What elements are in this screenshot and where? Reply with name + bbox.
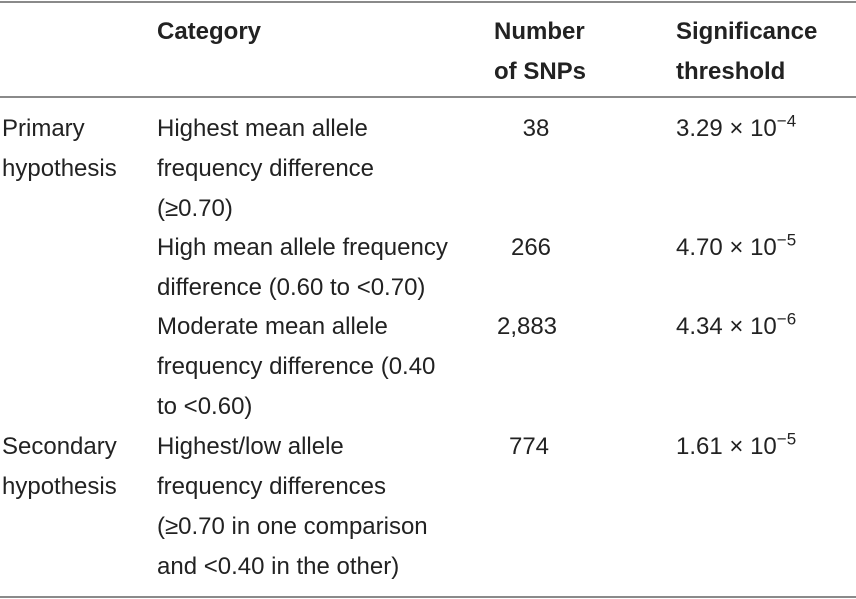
row-3-category: Moderate mean allele frequency differenc… [157,313,436,420]
row-3-threshold: 4.34 × 10−6 [676,309,797,340]
row-4-number: 774 [508,433,550,460]
table-bottom-rule [0,596,856,598]
row-4-category: Highest/low allele frequency differences… [157,433,428,580]
table-top-rule [0,1,856,3]
header-significance-threshold: Significance threshold [676,18,818,85]
row-4-hypothesis: Secondary hypothesis [2,433,117,500]
row-1-number: 38 [522,115,550,142]
row-3-number: 2,883 [496,313,558,340]
row-2-number: 266 [510,234,552,261]
row-1-hypothesis: Primary hypothesis [2,115,117,182]
table-header-rule [0,96,856,98]
row-4-threshold: 1.61 × 10−5 [676,429,797,460]
row-2-category: High mean allele frequency difference (0… [157,234,448,301]
row-2-threshold: 4.70 × 10−5 [676,230,797,261]
header-number-of-snps: Number of SNPs [494,18,587,85]
header-category: Category [157,18,262,45]
row-1-threshold: 3.29 × 10−4 [676,111,797,142]
row-1-category: Highest mean allele frequency difference… [157,115,375,222]
